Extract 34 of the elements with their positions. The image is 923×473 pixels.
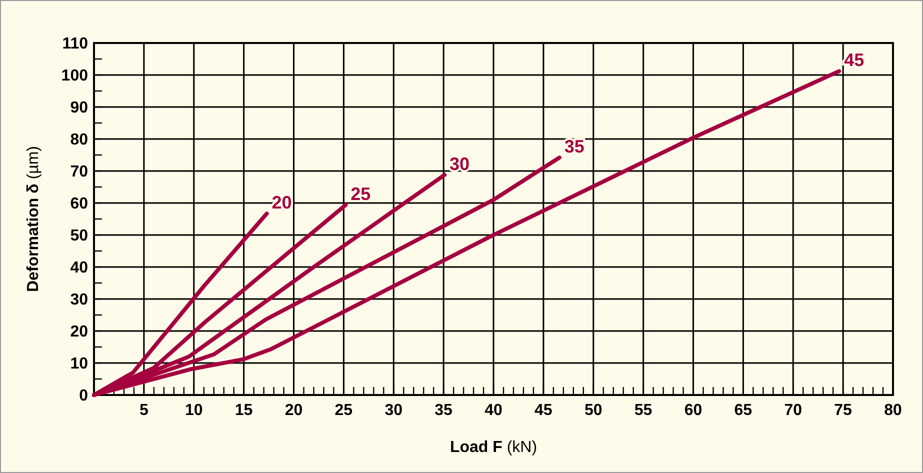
series-label: 45 [844,50,864,70]
x-tick-label: 80 [884,402,902,419]
series-label: 30 [450,154,470,174]
x-tick-label: 70 [784,402,802,419]
x-tick-label: 40 [484,402,502,419]
x-tick-label: 15 [234,402,253,419]
y-tick-label: 20 [70,324,88,341]
y-tick-label: 10 [70,356,88,373]
x-tick-label: 75 [834,402,852,419]
x-tick-label: 30 [384,402,403,419]
y-tick-label: 60 [70,196,88,213]
x-tick-label: 55 [634,402,652,419]
y-tick-label: 40 [70,260,88,277]
y-tick-label: 70 [70,164,88,181]
x-tick-label: 5 [139,402,148,419]
y-tick-label: 0 [79,388,88,405]
x-tick-label: 65 [734,402,752,419]
series-label: 25 [350,184,371,204]
y-axis-title: Deformation δ (µm) [25,146,42,292]
x-tick-label: 50 [584,402,602,419]
x-tick-label: 35 [434,402,453,419]
y-tick-label: 90 [70,100,88,117]
y-tick-label: 100 [61,68,88,85]
y-tick-label: 110 [62,36,88,53]
y-tick-label: 80 [70,132,88,149]
x-axis-title: Load F (kN) [450,439,538,456]
x-tick-label: 60 [684,402,702,419]
y-tick-label: 50 [70,228,88,245]
x-tick-label: 20 [284,402,303,419]
x-tick-label: 45 [534,402,552,419]
series-label: 35 [564,136,584,157]
x-tick-label: 25 [334,402,353,419]
y-tick-label: 30 [70,292,88,309]
x-tick-label: 10 [184,402,203,419]
